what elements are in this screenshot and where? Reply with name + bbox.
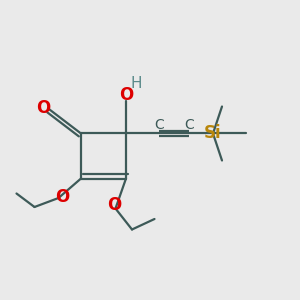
Text: O: O xyxy=(55,188,69,206)
Text: O: O xyxy=(119,86,133,104)
Text: C: C xyxy=(154,118,164,132)
Text: O: O xyxy=(36,99,50,117)
Text: Si: Si xyxy=(204,124,222,142)
Text: O: O xyxy=(107,196,121,214)
Text: C: C xyxy=(184,118,194,132)
Text: H: H xyxy=(131,76,142,92)
